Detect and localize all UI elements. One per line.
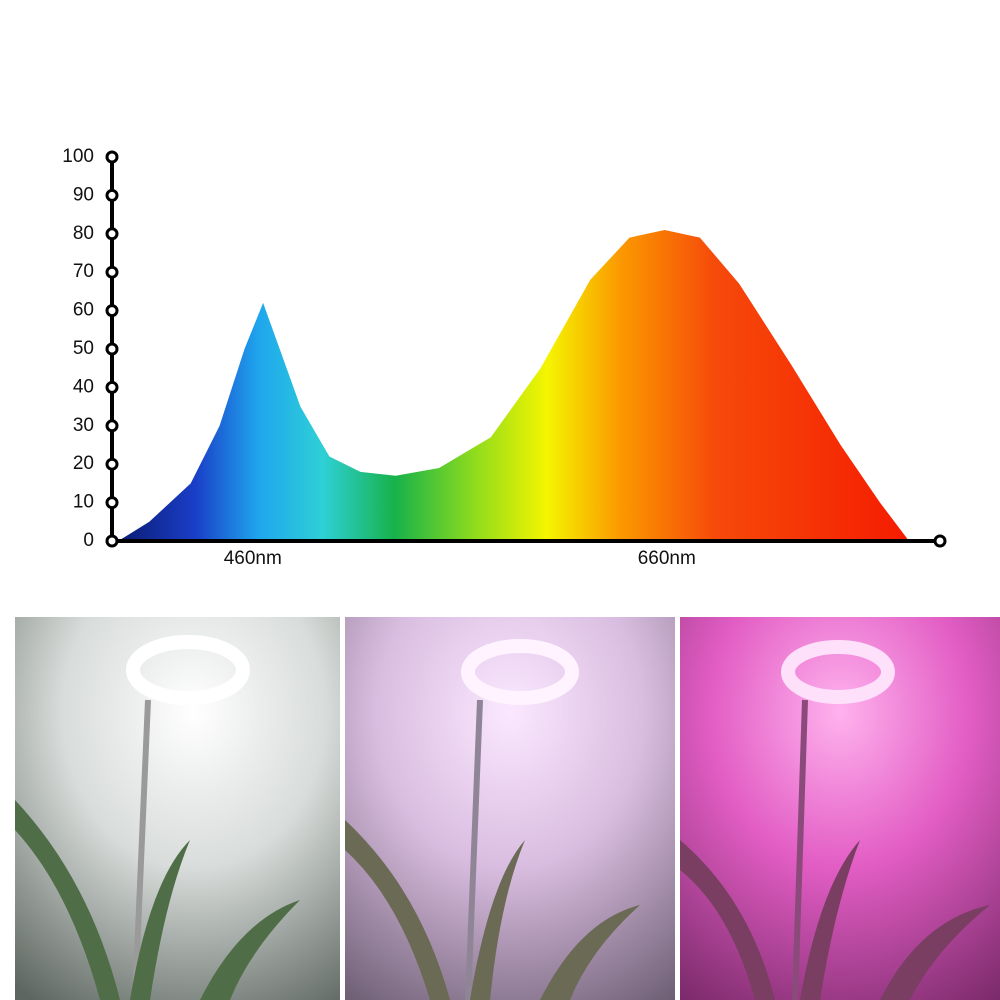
y-tick-mark — [105, 188, 119, 202]
y-tick-mark — [105, 457, 119, 471]
y-tick-mark — [105, 496, 119, 510]
y-tick-mark — [105, 227, 119, 241]
y-tick-label: 100 — [62, 146, 94, 167]
x-tick-label: 660nm — [638, 548, 696, 569]
photo-lilac — [345, 617, 675, 1000]
y-tick-mark — [105, 265, 119, 279]
y-tick-mark — [105, 150, 119, 164]
y-tick-label: 90 — [73, 184, 94, 205]
photo-pink — [680, 617, 1000, 1000]
y-tick-label: 80 — [73, 223, 94, 244]
photo-strip — [15, 617, 1000, 1000]
y-tick-mark — [105, 419, 119, 433]
y-tick-mark — [105, 534, 119, 548]
y-tick-label: 0 — [83, 530, 94, 551]
y-tick-mark — [105, 304, 119, 318]
spectrum-area — [118, 230, 909, 541]
y-tick-label: 70 — [73, 261, 94, 282]
y-tick-label: 40 — [73, 376, 94, 397]
y-tick-label: 10 — [73, 492, 94, 513]
y-tick-mark — [105, 342, 119, 356]
y-tick-label: 30 — [73, 415, 94, 436]
spectrum-chart: 0 10 20 30 40 50 60 70 80 90 100 460nm 660nm — [62, 146, 947, 569]
y-tick-label: 20 — [73, 453, 94, 474]
y-tick-mark — [105, 380, 119, 394]
y-tick-label: 50 — [73, 338, 94, 359]
x-axis-end — [933, 534, 947, 548]
y-tick-label: 60 — [73, 300, 94, 321]
x-tick-label: 460nm — [224, 548, 282, 569]
photo-white — [15, 617, 340, 1000]
